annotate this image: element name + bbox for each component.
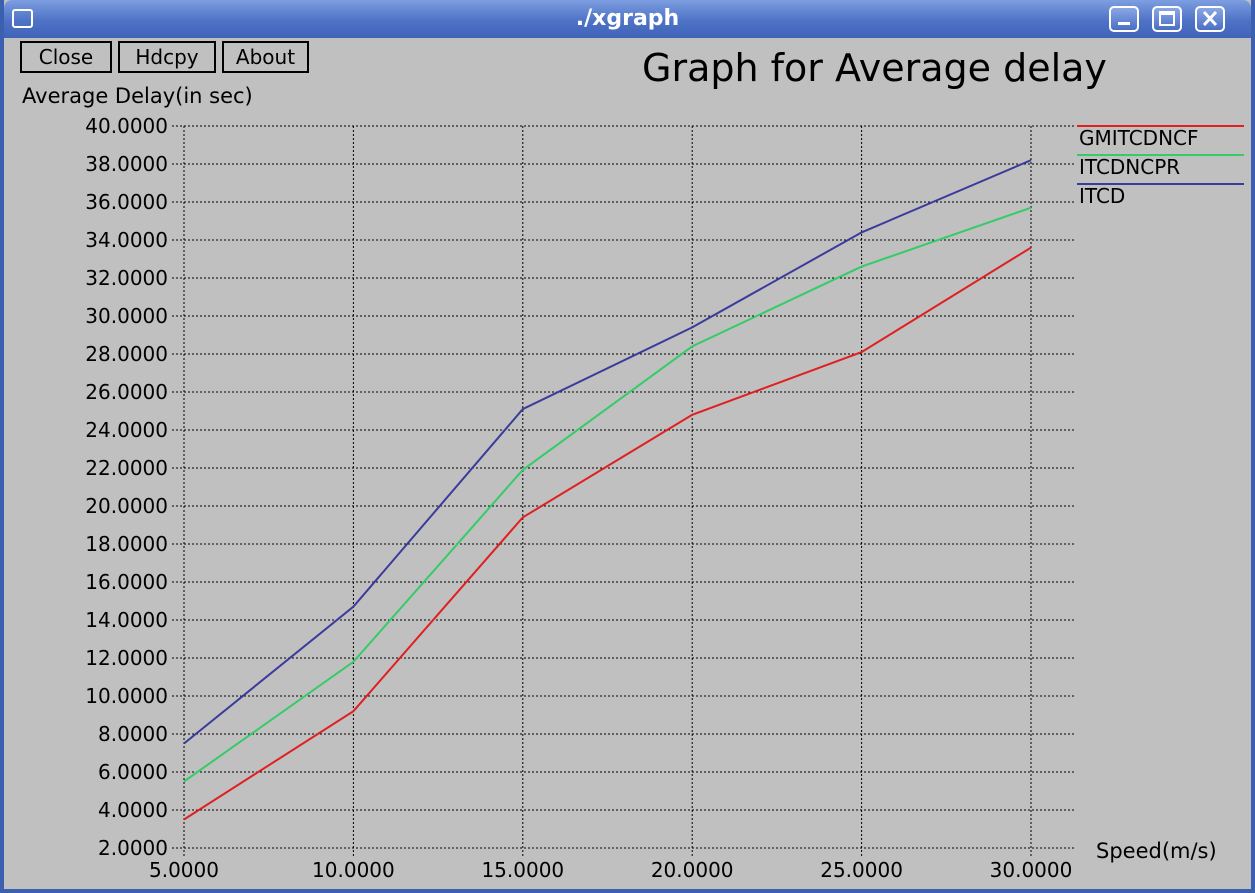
window-menu-icon[interactable] <box>12 9 33 28</box>
legend-label: GMITCDNCF <box>1079 126 1199 150</box>
y-tick-label: 32.0000 <box>85 266 168 290</box>
y-tick-label: 22.0000 <box>85 456 168 480</box>
x-tick-label: 15.0000 <box>481 858 564 882</box>
y-tick-label: 38.0000 <box>85 152 168 176</box>
chart-title: Graph for Average delay <box>642 46 1107 90</box>
y-tick-label: 24.0000 <box>85 418 168 442</box>
x-tick-label: 25.0000 <box>820 858 903 882</box>
legend: GMITCDNCF ITCDNCPR ITCD <box>1077 125 1244 208</box>
y-tick-label: 34.0000 <box>85 228 168 252</box>
x-tick-label: 20.0000 <box>651 858 734 882</box>
y-tick-label: 10.0000 <box>85 684 168 708</box>
y-axis-label: Average Delay(in sec) <box>22 84 253 108</box>
grid <box>172 125 1076 858</box>
series-lines <box>183 159 1032 821</box>
window-title: ./xgraph <box>575 6 680 31</box>
series-line-itcd <box>183 159 1032 745</box>
y-tick-label: 12.0000 <box>85 646 168 670</box>
y-tick-label: 16.0000 <box>85 570 168 594</box>
y-tick-label: 8.0000 <box>98 722 168 746</box>
legend-label: ITCD <box>1079 184 1125 208</box>
about-button[interactable]: About <box>222 41 309 73</box>
y-tick-label: 36.0000 <box>85 190 168 214</box>
y-tick-label: 18.0000 <box>85 532 168 556</box>
minimize-button[interactable] <box>1109 6 1139 32</box>
line-chart: 2.0000 4.0000 6.0000 8.0000 10.0000 12.0000 14… <box>85 114 1244 882</box>
y-tick-label: 6.0000 <box>98 760 168 784</box>
maximize-button[interactable] <box>1152 6 1182 32</box>
minimize-icon <box>1118 22 1130 25</box>
y-tick-label: 4.0000 <box>98 798 168 822</box>
y-tick-label: 2.0000 <box>98 836 168 860</box>
maximize-icon <box>1159 11 1175 26</box>
y-tick-label: 20.0000 <box>85 494 168 518</box>
title-bar[interactable]: ./xgraph <box>4 0 1251 38</box>
hardcopy-button[interactable]: Hdcpy <box>118 41 216 73</box>
x-tick-label: 10.0000 <box>312 858 395 882</box>
y-tick-label: 26.0000 <box>85 380 168 404</box>
x-axis-label: Speed(m/s) <box>1096 839 1217 863</box>
y-tick-label: 28.0000 <box>85 342 168 366</box>
y-tick-label: 40.0000 <box>85 114 168 138</box>
x-tick-label: 5.0000 <box>149 858 219 882</box>
series-line-gmitcdncf <box>183 246 1032 821</box>
x-tick-label: 30.0000 <box>990 858 1073 882</box>
series-line-itcdncpr <box>183 206 1032 783</box>
tick-labels: 2.0000 4.0000 6.0000 8.0000 10.0000 12.0000 14… <box>85 114 1072 882</box>
close-icon <box>1202 10 1218 27</box>
close-window-button[interactable] <box>1195 6 1225 32</box>
legend-label: ITCDNCPR <box>1079 155 1180 179</box>
close-button[interactable]: Close <box>20 41 112 73</box>
y-tick-label: 30.0000 <box>85 304 168 328</box>
y-tick-label: 14.0000 <box>85 608 168 632</box>
